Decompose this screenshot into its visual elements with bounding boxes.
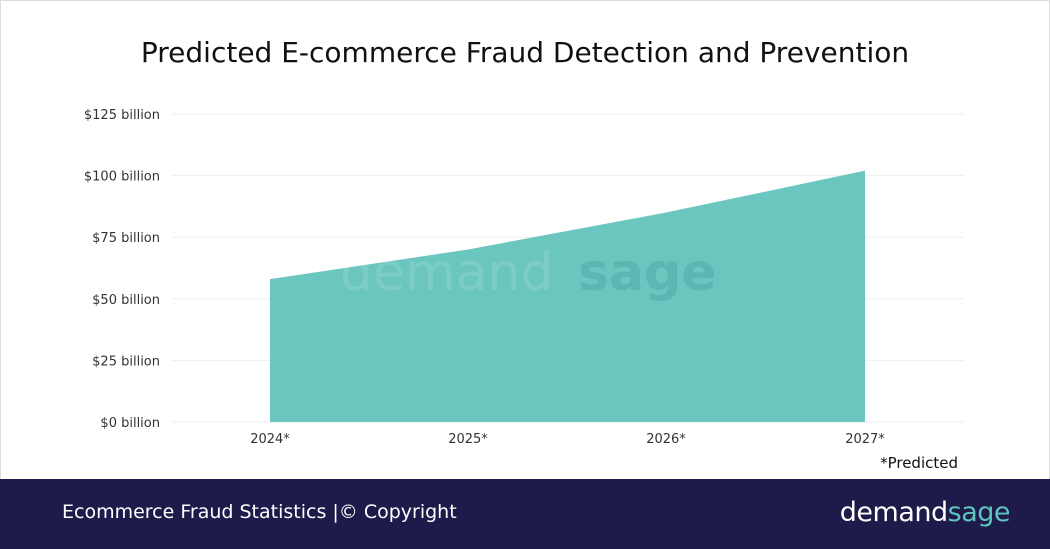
predicted-note: *Predicted <box>880 454 958 472</box>
footer-text: Ecommerce Fraud Statistics |© Copyright <box>62 501 457 523</box>
y-tick-label: $0 billion <box>100 416 160 431</box>
y-tick-label: $50 billion <box>92 293 160 308</box>
watermark: sage <box>578 243 717 303</box>
x-tick-label: 2024* <box>250 432 290 447</box>
area-series <box>270 170 865 422</box>
chart-title: Predicted E-commerce Fraud Detection and… <box>140 36 910 69</box>
y-tick-label: $25 billion <box>92 354 160 369</box>
y-tick-label: $75 billion <box>92 231 160 246</box>
demandsage-logo: demandsage <box>839 497 1011 528</box>
footer-banner: Ecommerce Fraud Statistics |© Copyright … <box>0 479 1050 549</box>
x-tick-label: 2027* <box>845 432 885 447</box>
x-tick-label: 2025* <box>448 432 488 447</box>
y-tick-label: $100 billion <box>84 170 160 185</box>
y-tick-label: $125 billion <box>84 108 160 123</box>
x-tick-label: 2026* <box>646 432 686 447</box>
watermark: demand <box>340 243 553 303</box>
area-chart: $0 billion $25 billion $50 billion $75 bill… <box>84 108 964 447</box>
